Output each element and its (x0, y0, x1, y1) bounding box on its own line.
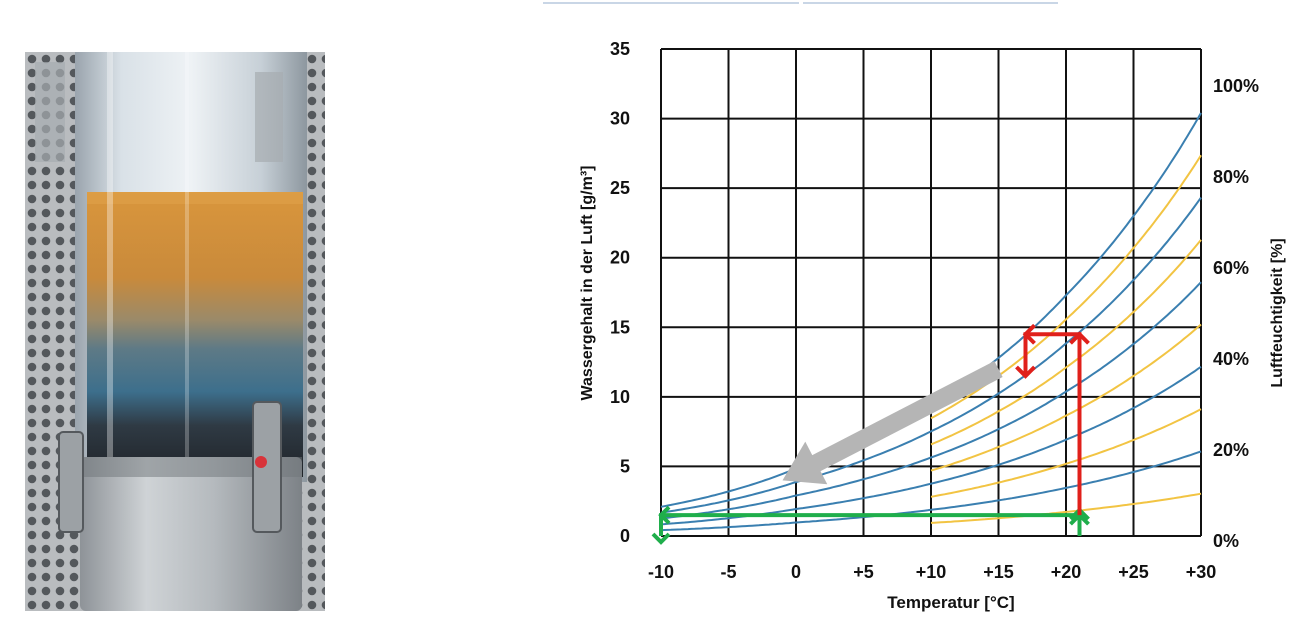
y2-tick-label: 60% (1213, 258, 1249, 278)
x-axis-label: Temperatur [°C] (887, 593, 1014, 612)
y-tick-label: 35 (610, 39, 630, 59)
x-tick-label: +15 (983, 562, 1014, 582)
y2-tick-label: 20% (1213, 440, 1249, 460)
x-tick-label: +10 (916, 562, 947, 582)
grey-arrow-shaft (801, 369, 999, 471)
y2-tick-label: 80% (1213, 167, 1249, 187)
x-tick-label: 0 (791, 562, 801, 582)
y-tick-label: 0 (620, 526, 630, 546)
x-tick-label: -5 (720, 562, 736, 582)
x-tick-label: +30 (1186, 562, 1217, 582)
y2-axis-label: Luftfeuchtigkeit [%] (1269, 238, 1286, 387)
y-tick-label: 30 (610, 109, 630, 129)
x-tick-label: +5 (853, 562, 874, 582)
y2-tick-label: 100% (1213, 76, 1259, 96)
chart-grid (661, 49, 1201, 536)
red-arrow (1026, 334, 1080, 515)
y2-tick-label: 40% (1213, 349, 1249, 369)
top-rule-left (543, 2, 799, 4)
y-tick-label: 5 (620, 456, 630, 476)
y-tick-label: 20 (610, 248, 630, 268)
humidity-chart: -10 -5 0 +5 +10 +15 +20 +25 +30 0 5 10 15 20 25 30 35 0% 2… (560, 30, 1300, 620)
y-tick-label: 25 (610, 178, 630, 198)
x-tick-label: +20 (1051, 562, 1082, 582)
y-tick-label: 15 (610, 317, 630, 337)
y-tick-label: 10 (610, 387, 630, 407)
x-tick-label: +25 (1118, 562, 1149, 582)
silica-gel-column-photo (25, 52, 325, 611)
top-rule-right (803, 2, 1058, 4)
x-tick-label: -10 (648, 562, 674, 582)
y2-tick-label: 0% (1213, 531, 1239, 551)
y-axis-label: Wassergehalt in der Luft [g/m³] (579, 166, 596, 401)
